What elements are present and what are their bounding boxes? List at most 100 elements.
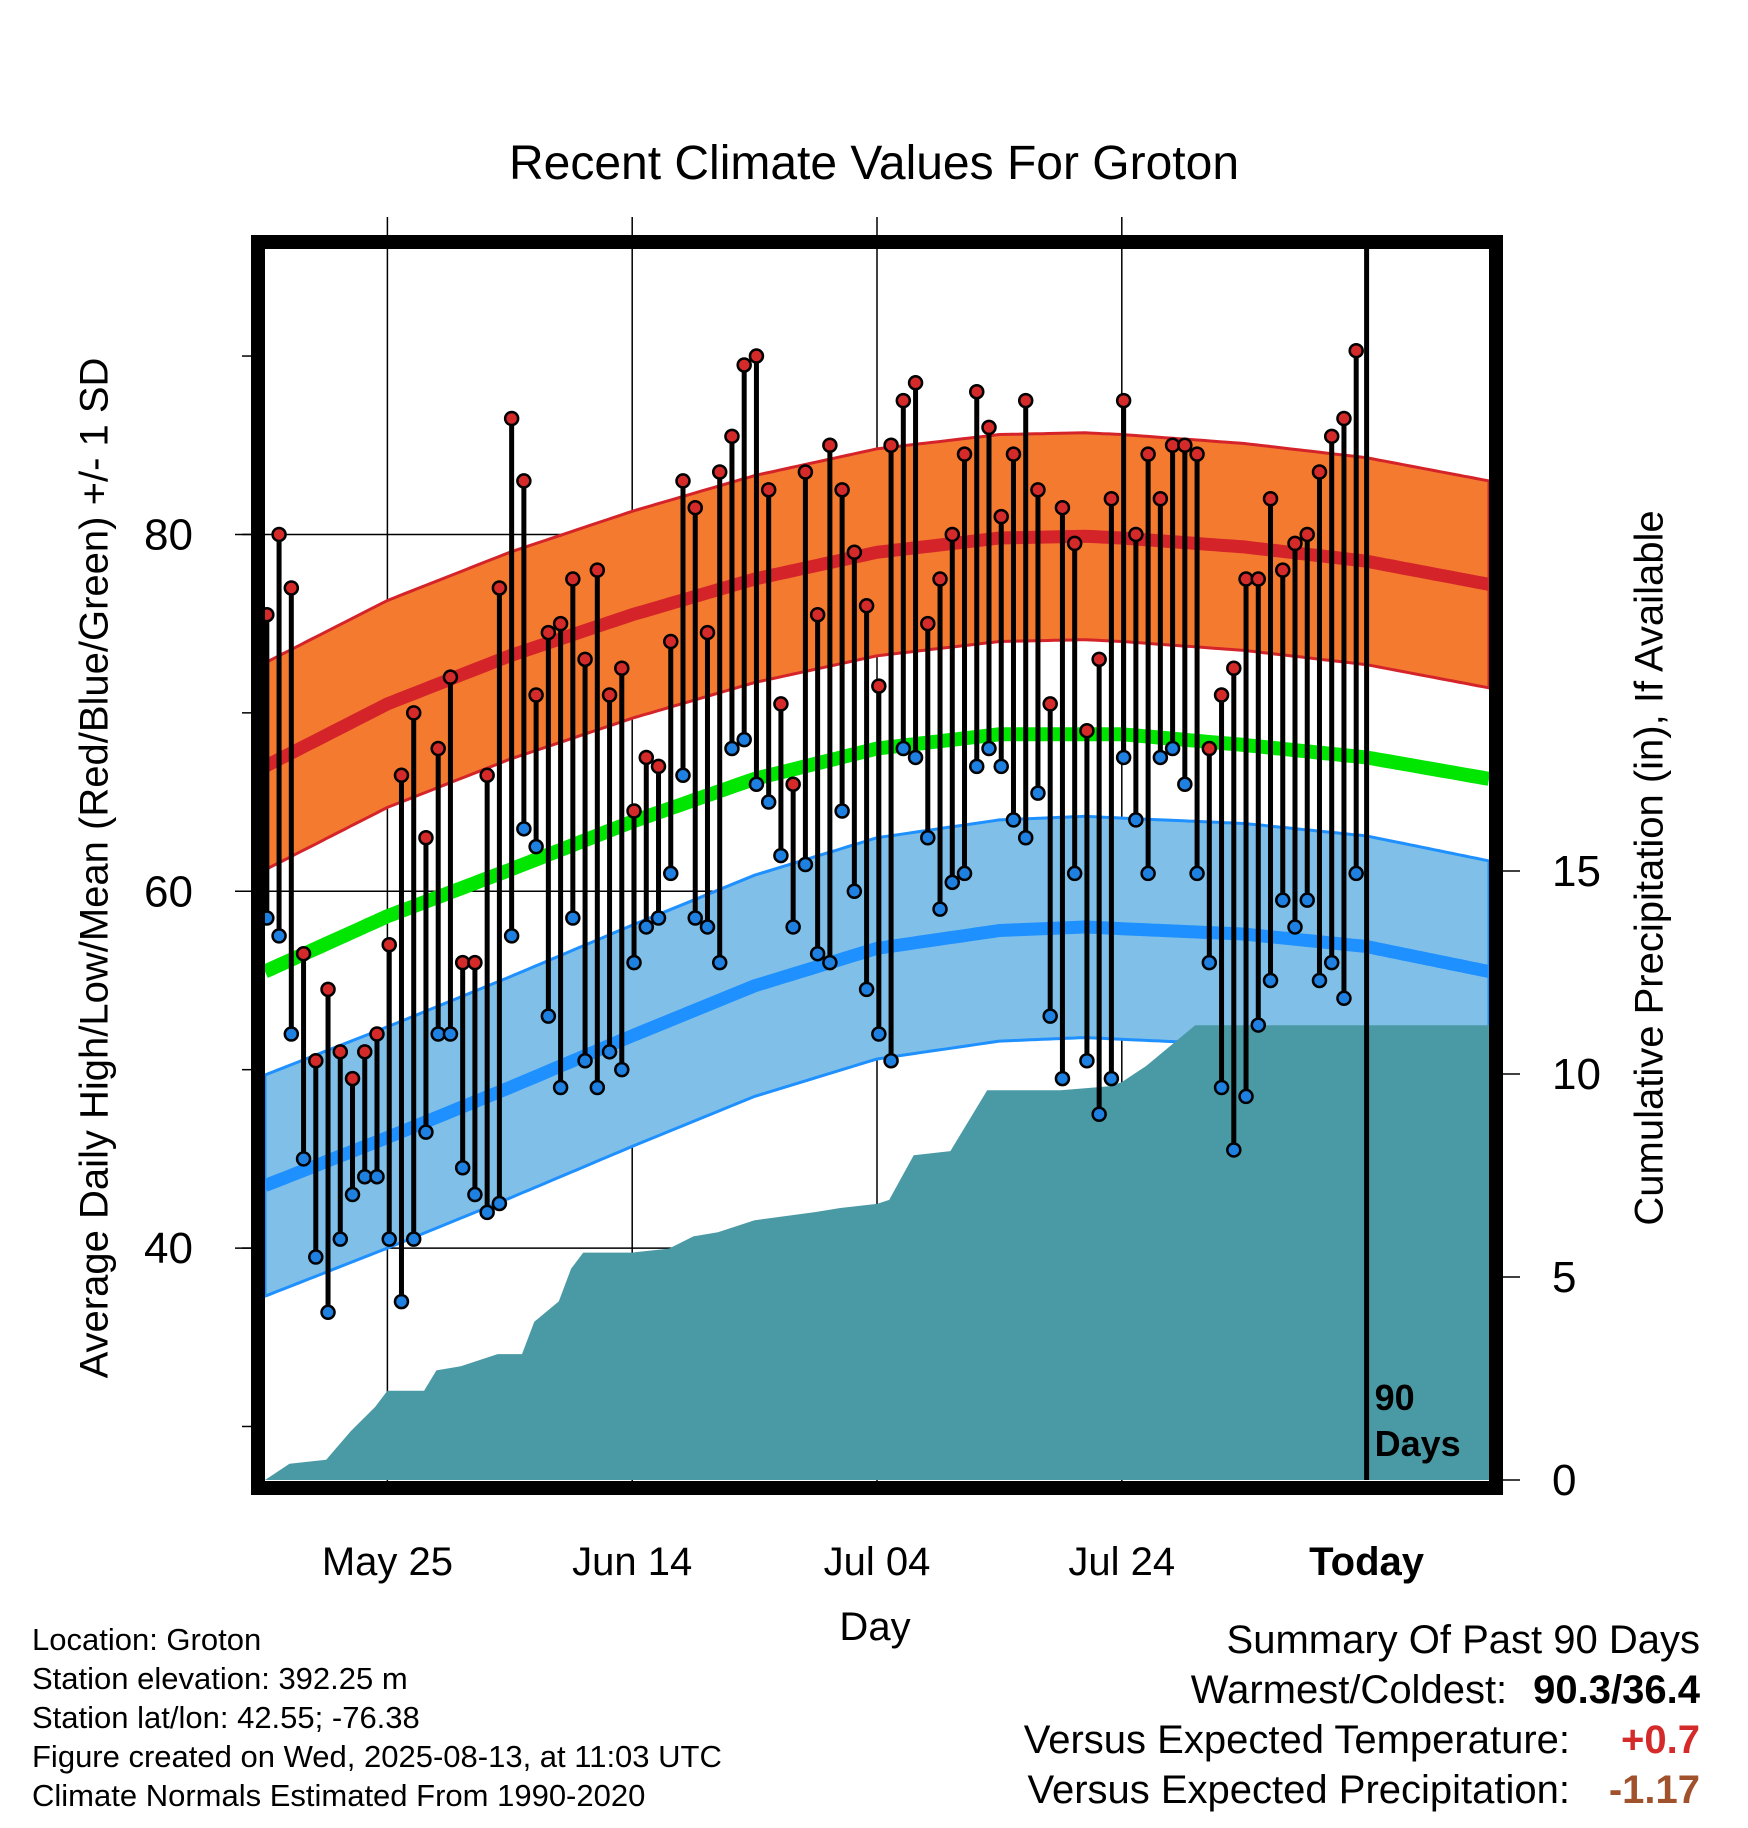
daily-low-point — [1311, 972, 1328, 989]
daily-low-point — [724, 740, 740, 757]
daily-low-point — [344, 1186, 361, 1203]
daily-low-point — [638, 919, 655, 935]
daily-high-point — [1299, 526, 1315, 543]
daily-low-point — [736, 731, 752, 748]
daily-low-point — [797, 856, 814, 873]
precip-anomaly-value: -1.17 — [1608, 1768, 1700, 1812]
daily-low-point — [405, 1231, 422, 1247]
daily-high-point — [405, 705, 422, 721]
daily-low-point — [393, 1293, 410, 1310]
daily-high-point — [614, 660, 630, 677]
y-tick-label-temp: 40 — [144, 1224, 193, 1273]
daily-low-point — [1152, 749, 1169, 766]
daily-high-point — [626, 803, 642, 819]
daily-low-point — [871, 1026, 887, 1042]
daily-high-point — [773, 696, 789, 712]
daily-high-point — [993, 508, 1009, 525]
daily-range-stems — [264, 350, 1359, 1313]
daily-low-point — [944, 874, 961, 891]
y-tick-label-temp: 60 — [144, 867, 193, 916]
daily-high-point — [1079, 722, 1095, 739]
daily-high-point — [785, 776, 801, 792]
daily-high-point — [920, 615, 936, 632]
daily-low-point — [1262, 972, 1279, 989]
daily-low-point — [1299, 892, 1315, 908]
daily-low-point — [650, 910, 667, 926]
summary-heading: Summary Of Past 90 Days — [1226, 1618, 1700, 1662]
daily-high-point — [724, 428, 740, 445]
daily-low-point — [1066, 865, 1083, 882]
daily-low-point — [699, 919, 716, 935]
daily-high-point — [895, 392, 912, 409]
daily-low-point — [675, 767, 691, 784]
daily-low-point — [1336, 990, 1352, 1007]
daily-low-point — [1042, 1008, 1058, 1024]
daily-high-point — [503, 410, 520, 427]
precip-anomaly-label: Versus Expected Precipitation: — [1027, 1768, 1570, 1812]
daily-low-point — [1091, 1106, 1107, 1123]
daily-high-point — [1066, 535, 1083, 552]
y-tick-label-precip: 0 — [1552, 1456, 1576, 1505]
today-days-label: 90 Days — [1375, 1377, 1461, 1464]
daily-low-point — [1348, 865, 1364, 882]
daily-low-point — [1128, 812, 1144, 828]
daily-low-point — [1103, 1070, 1120, 1087]
daily-low-point — [552, 1079, 569, 1096]
daily-low-point — [1140, 865, 1156, 882]
daily-low-point — [1189, 865, 1205, 882]
warm-cold-value: 90.3/36.4 — [1533, 1668, 1700, 1712]
daily-high-point — [944, 526, 961, 543]
daily-low-point — [1238, 1088, 1254, 1105]
daily-high-point — [1054, 499, 1071, 516]
daily-low-point — [1201, 954, 1218, 971]
summary-precip-row: Versus Expected Precipitation: -1.17 — [1024, 1765, 1700, 1815]
plot-border — [251, 235, 1503, 1495]
daily-low-point — [320, 1304, 336, 1321]
daily-high-point — [393, 767, 410, 784]
daily-high-point — [956, 446, 973, 462]
daily-low-point — [1115, 749, 1132, 766]
daily-low-point — [577, 1052, 593, 1069]
daily-low-point — [479, 1204, 495, 1221]
daily-low-point — [1030, 785, 1046, 801]
daily-low-point — [1079, 1052, 1095, 1069]
daily-high-point — [1348, 342, 1364, 359]
daily-high-point — [638, 749, 655, 766]
daily-high-point — [283, 580, 300, 596]
daily-high-point — [907, 375, 924, 391]
daily-high-point — [1017, 392, 1034, 409]
daily-high-point — [858, 598, 875, 614]
daily-low-point — [748, 776, 765, 792]
daily-low-point — [846, 883, 863, 900]
chart-title: Recent Climate Values For Groton — [508, 137, 1240, 190]
info-normals: Climate Normals Estimated From 1990-2020 — [32, 1778, 646, 1813]
daily-low-point — [381, 1231, 397, 1247]
daily-low-point — [540, 1008, 557, 1024]
daily-low-point — [283, 1026, 300, 1042]
daily-high-point — [528, 687, 544, 703]
daily-high-point — [369, 1026, 385, 1042]
daily-high-point — [1226, 660, 1242, 677]
daily-low-point — [308, 1249, 324, 1265]
daily-low-point — [663, 865, 679, 882]
daily-low-point — [711, 954, 728, 971]
daily-high-point — [552, 615, 569, 632]
daily-low-point — [858, 981, 875, 998]
info-location: Location: Groton — [32, 1622, 262, 1657]
daily-low-point — [969, 758, 985, 775]
daily-high-point — [663, 633, 679, 650]
daily-high-point — [442, 669, 459, 685]
daily-high-point — [467, 954, 483, 971]
cumulative-precip-area — [265, 1025, 1489, 1480]
daily-low-point — [981, 740, 997, 757]
daily-low-point — [1226, 1142, 1242, 1158]
y-tick-label-precip: 10 — [1552, 1050, 1601, 1099]
daily-high-point — [760, 482, 777, 498]
daily-low-point — [1275, 892, 1291, 908]
daily-high-point — [687, 499, 703, 516]
daily-high-point — [430, 740, 446, 757]
daily-high-point — [308, 1052, 324, 1069]
daily-high-point — [344, 1070, 361, 1087]
daily-low-point — [369, 1168, 385, 1185]
